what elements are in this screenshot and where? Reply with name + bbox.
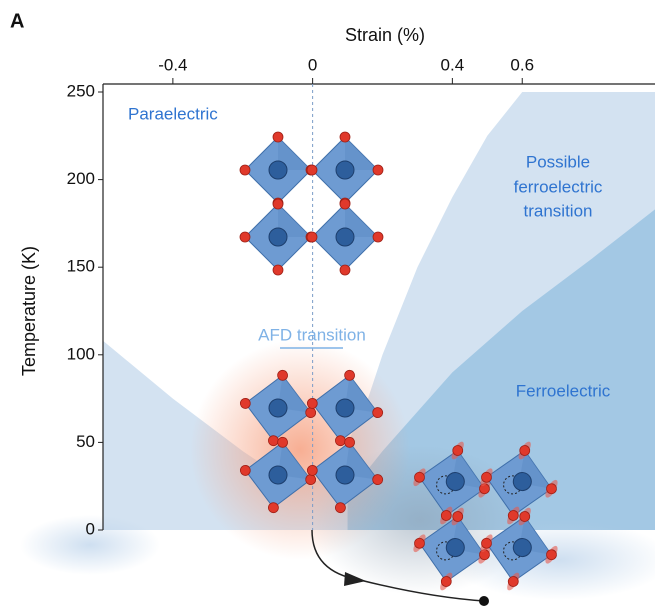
region-label: Ferroelectric [516,381,611,400]
center-atom [336,161,354,179]
region-label: ferroelectric [514,177,603,196]
oxygen-atom [340,265,350,275]
oxygen-atom [373,232,383,242]
center-atom [269,228,287,246]
oxygen-atom [340,199,350,209]
y-tick-label: 100 [67,344,95,363]
figure: -0.400.40.6050100150200250 A Strain (%) … [0,0,655,606]
octahedron [240,132,316,208]
oxygen-atom [340,132,350,142]
octahedron [307,199,383,275]
y-tick-label: 150 [67,257,95,276]
oxygen-atom [373,165,383,175]
y-tick-label: 0 [86,519,95,538]
center-atom [269,161,287,179]
x-axis-label: Strain (%) [345,25,425,45]
y-axis-label: Temperature (K) [19,246,39,376]
x-tick-label: 0.4 [441,55,465,74]
center-atom [336,228,354,246]
oxygen-atom [273,132,283,142]
y-tick-label: 250 [67,81,95,100]
oxygen-atom [307,165,317,175]
oxygen-atom [273,199,283,209]
dot [479,596,489,606]
region-label: Possible [526,152,590,171]
region-label: transition [524,201,593,220]
octahedron [307,132,383,208]
oxygen-atom [240,232,250,242]
region-label: Paraelectric [128,104,218,123]
x-tick-label: 0.6 [510,55,534,74]
x-tick-label: -0.4 [158,55,187,74]
region-label: AFD transition [258,325,366,344]
octahedron [240,199,316,275]
x-tick-label: 0 [308,55,317,74]
y-tick-label: 50 [76,432,95,451]
oxygen-atom [273,265,283,275]
y-tick-label: 200 [67,169,95,188]
oxygen-atom [307,232,317,242]
oxygen-atom [240,165,250,175]
panel-label: A [10,10,24,32]
